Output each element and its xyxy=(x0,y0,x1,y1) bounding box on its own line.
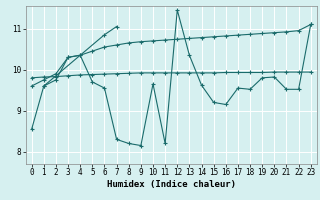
X-axis label: Humidex (Indice chaleur): Humidex (Indice chaleur) xyxy=(107,180,236,189)
